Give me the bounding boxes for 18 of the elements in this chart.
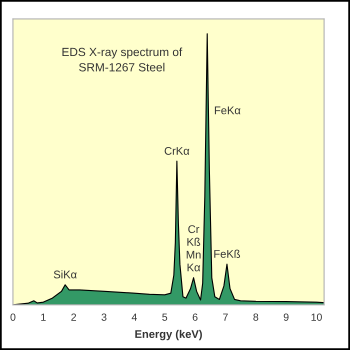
- annotation: SiKα: [54, 270, 77, 278]
- x-tick-label: 0: [10, 313, 16, 321]
- annotation: CrKα: [164, 146, 190, 155]
- x-tick-label: 1: [41, 314, 46, 321]
- x-tick-label: 9: [284, 313, 289, 321]
- text: EDS X-ray spectrum of SRM-1267 Steel: [62, 48, 182, 72]
- x-axis-title: Energy (keV): [135, 330, 202, 340]
- x-tick-label: 8: [253, 313, 258, 321]
- x-tick-label: 2: [71, 313, 76, 321]
- x-tick-label: 3: [102, 313, 106, 321]
- x-tick-label: 4: [132, 314, 137, 321]
- annotation: FeKß: [214, 250, 240, 258]
- x-tick-label: 5: [162, 314, 168, 321]
- x-tick-label: 6: [192, 313, 198, 321]
- x-tick-label: 7: [223, 314, 228, 321]
- annotation: Cr Kß Mn Kα: [186, 225, 201, 272]
- annotation: FeKα: [214, 106, 240, 114]
- x-tick-label: 10: [312, 313, 322, 321]
